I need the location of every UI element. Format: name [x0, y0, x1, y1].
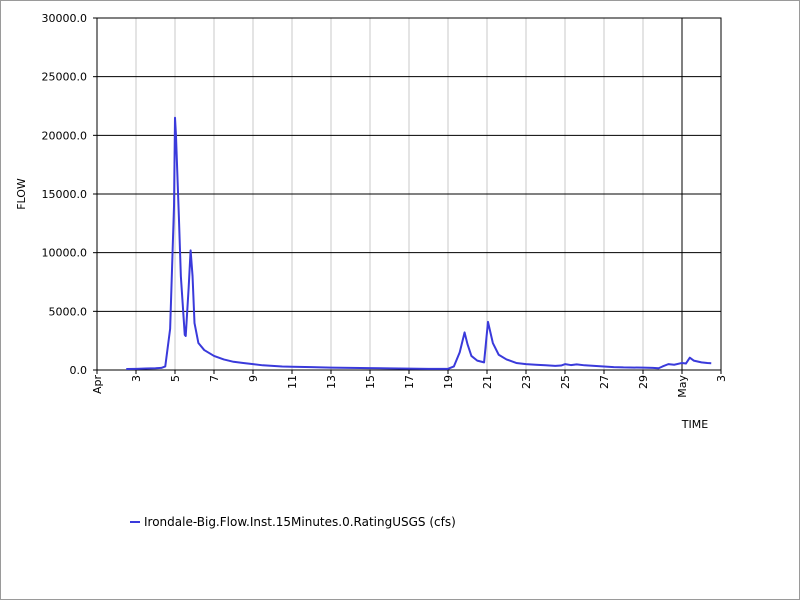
- legend: Irondale-Big.Flow.Inst.15Minutes.0.Ratin…: [130, 514, 456, 530]
- series-line: [126, 116, 712, 371]
- y-tick-label: 25000.0: [42, 71, 88, 84]
- y-tick-label: 30000.0: [42, 12, 88, 25]
- x-tick-label: 15: [364, 375, 377, 389]
- x-tick-label: 13: [325, 375, 338, 389]
- x-tick-label: 25: [559, 375, 572, 389]
- y-tick-label: 15000.0: [42, 188, 88, 201]
- x-tick-label: 17: [403, 375, 416, 389]
- x-tick-label: 29: [637, 375, 650, 389]
- x-tick-label: 3: [130, 375, 143, 382]
- y-tick-label: 0.0: [70, 364, 88, 377]
- x-tick-label: 11: [286, 375, 299, 389]
- y-tick-label: 10000.0: [42, 247, 88, 260]
- y-axis-ticks: 0.0 5000.0 10000.0 15000.0 20000.0 25000.0 300…: [42, 12, 97, 377]
- x-tick-label: 5: [169, 375, 182, 382]
- legend-swatch: [130, 521, 140, 523]
- x-tick-label: 27: [598, 375, 611, 389]
- y-tick-label: 5000.0: [49, 305, 88, 318]
- x-tick-label: 19: [442, 375, 455, 389]
- x-tick-label: May: [676, 375, 689, 398]
- x-tick-label: 23: [520, 375, 533, 389]
- series-layer: [126, 116, 712, 371]
- x-tick-label: Apr: [91, 375, 104, 395]
- x-tick-label: 7: [208, 375, 221, 382]
- x-tick-label: 21: [481, 375, 494, 389]
- x-tick-label: 3: [715, 375, 728, 382]
- x-axis-ticks: Apr 3 5 7 9 11 13 15 17 19 21 23 25 27 29 May 3: [91, 370, 728, 398]
- x-axis-label: TIME: [681, 418, 708, 431]
- legend-label: Irondale-Big.Flow.Inst.15Minutes.0.Ratin…: [144, 515, 456, 529]
- y-axis-label: FLOW: [15, 178, 28, 210]
- x-tick-label: 9: [247, 375, 260, 382]
- y-tick-label: 20000.0: [42, 129, 88, 142]
